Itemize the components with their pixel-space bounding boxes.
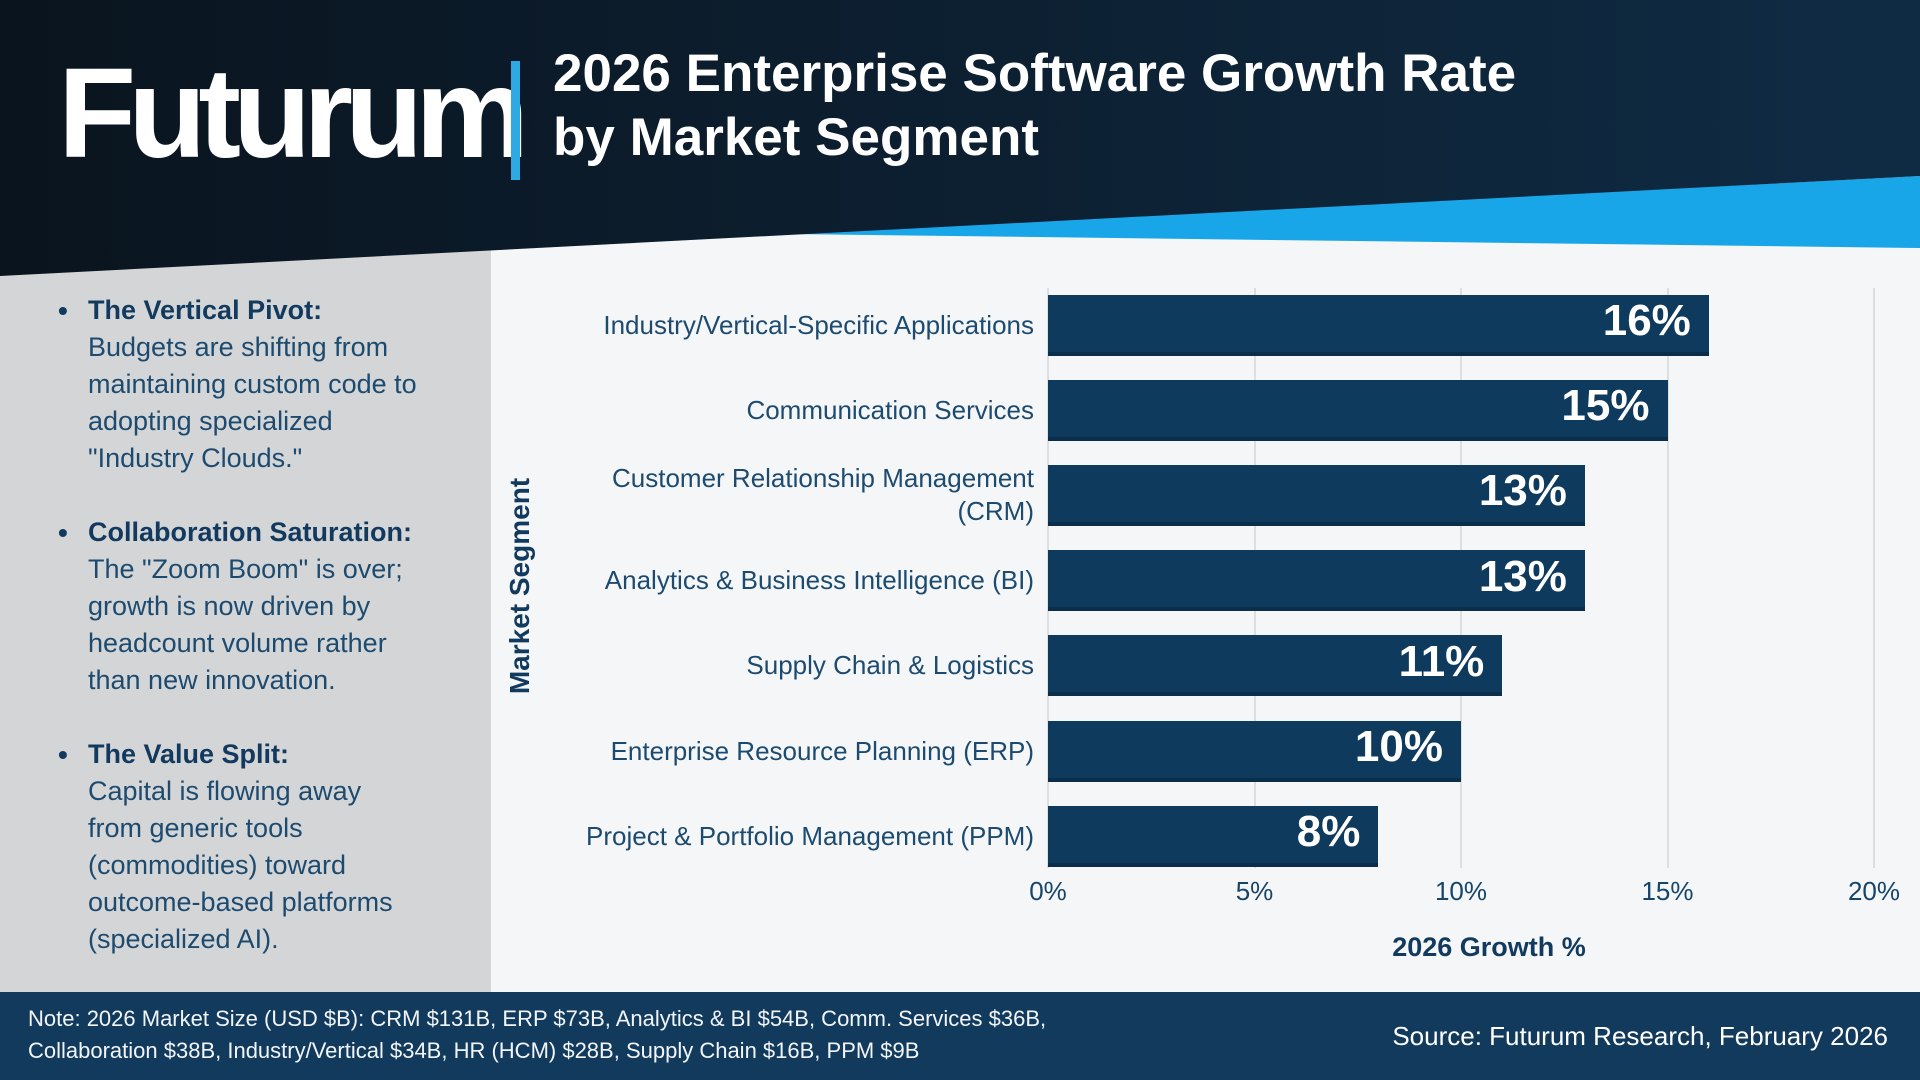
header-banner-shape [0, 0, 1920, 276]
bar-value-label: 13% [1478, 551, 1567, 601]
bar-13%: 13% [1048, 464, 1585, 526]
x-tick-label: 15% [1641, 876, 1694, 906]
insight-item: • Collaboration Saturation: The "Zoom Boom… [58, 514, 488, 699]
x-tick-label: 0% [1029, 876, 1067, 906]
sidebar-background [0, 230, 491, 998]
bar-8%: 8% [1048, 805, 1379, 867]
category-label: Enterprise Resource Planning (ERP) [610, 735, 1034, 766]
bar-value-label: 11% [1398, 636, 1485, 686]
insight-item: • The Value Split: Capital is flowing away… [58, 736, 488, 958]
footer-source: Source: Futurum Research, February 2026 [1392, 1020, 1888, 1051]
bullet-marker: • [58, 295, 68, 326]
bar-10%: 10% [1048, 720, 1461, 782]
page-title: 2026 Enterprise Software Growth Rate by … [553, 44, 1517, 167]
bar-value-label: 8% [1296, 807, 1361, 857]
brand-logo: Futurum [58, 42, 529, 185]
insight-text: The Value Split: Capital is flowing away … [88, 736, 488, 958]
bar-value-label: 16% [1602, 296, 1691, 345]
bar-15%: 15% [1048, 379, 1668, 441]
bar-13%: 13% [1048, 550, 1585, 612]
footer-note: Note: 2026 Market Size (USD $B): CRM $13… [28, 1006, 1047, 1063]
insight-heading: The Vertical Pivot: [88, 295, 323, 325]
insight-body: Capital is flowing away from generic too… [88, 776, 393, 954]
x-tick-label: 5% [1235, 876, 1274, 906]
insight-text: Collaboration Saturation: The "Zoom Boom"… [88, 514, 488, 699]
logo-divider [511, 61, 520, 180]
category-label: Project & Portfolio Management (PPM) [586, 820, 1034, 851]
bar-16%: 16% [1048, 294, 1709, 356]
insight-item: • The Vertical Pivot: Budgets are shifting… [58, 292, 488, 477]
x-tick-label: 20% [1847, 876, 1901, 906]
bar-value-label: 13% [1478, 466, 1567, 516]
x-tick-label: 10% [1434, 876, 1488, 906]
bar-value-label: 10% [1354, 722, 1443, 771]
insight-body: The "Zoom Boom" is over; growth is now d… [88, 554, 403, 695]
gridline [1873, 288, 1875, 868]
insight-text: The Vertical Pivot: Budgets are shifting … [88, 292, 488, 477]
category-label: Analytics & Business Intelligence (BI) [604, 565, 1034, 596]
footer-bar: Note: 2026 Market Size (USD $B): CRM $13… [0, 992, 1920, 1080]
gridline [1666, 288, 1669, 868]
category-label: Supply Chain & Logistics [746, 650, 1034, 681]
insight-body: Budgets are shifting from maintaining cu… [88, 332, 417, 473]
bar-11%: 11% [1048, 635, 1503, 697]
bullet-marker: • [58, 517, 68, 548]
header-banner [0, 0, 1920, 276]
accent-wedge-shape [790, 176, 1920, 248]
category-label: Communication Services [746, 394, 1034, 425]
insights-list: • The Vertical Pivot: Budgets are shifting… [58, 292, 488, 995]
insight-heading: The Value Split: [88, 739, 290, 769]
bullet-marker: • [58, 739, 68, 770]
category-label: Industry/Vertical-Specific Applications [603, 309, 1034, 340]
insight-heading: Collaboration Saturation: [88, 517, 412, 547]
header: Futurum 2026 Enterprise Software Growth … [0, 0, 1920, 280]
category-label: Customer Relationship Management (CRM) [612, 463, 1034, 527]
bar-value-label: 15% [1561, 381, 1650, 431]
x-axis-title: 2026 Growth % [1392, 932, 1586, 962]
